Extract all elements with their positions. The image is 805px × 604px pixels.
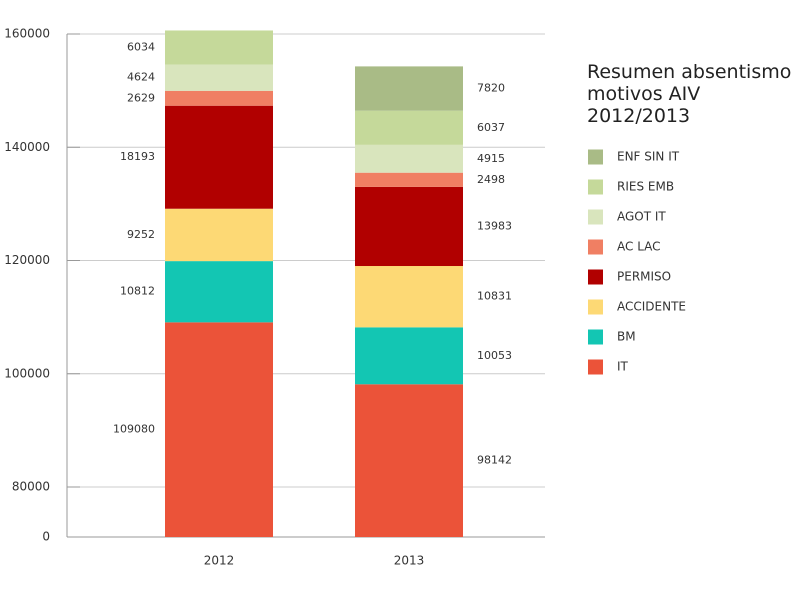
data-label: 10812 [120, 285, 155, 298]
bar-segment [165, 64, 273, 91]
chart-title: Resumen absentismo motivos AIV 2012/2013 [587, 61, 791, 127]
bar-segment [165, 30, 273, 65]
bar-segment [165, 105, 273, 209]
data-label: 98142 [477, 454, 512, 467]
legend-label: AGOT IT [617, 210, 666, 224]
bar-segment [355, 384, 463, 537]
bar-segment [165, 261, 273, 323]
x-tick-label: 2012 [204, 554, 235, 568]
legend-swatch [588, 359, 603, 375]
bar-segment [355, 66, 463, 111]
data-label: 4624 [127, 71, 155, 84]
bar-segment [355, 144, 463, 173]
legend-swatch [588, 149, 603, 165]
data-label: 4915 [477, 152, 505, 165]
bar-segment [355, 327, 463, 385]
data-label: 18193 [120, 150, 155, 163]
y-tick-label: 80000 [12, 480, 50, 494]
legend-swatch [588, 209, 603, 225]
data-label: 6034 [127, 41, 155, 54]
y-tick-label: 120000 [4, 253, 50, 267]
y-tick-label: 100000 [4, 366, 50, 380]
legend-swatch [588, 179, 603, 195]
bar-segment [355, 172, 463, 187]
legend-swatch [588, 239, 603, 255]
legend-label: AC LAC [617, 240, 661, 254]
bar-segment [355, 266, 463, 328]
data-label: 13983 [477, 219, 512, 232]
data-label: 9252 [127, 228, 155, 241]
legend-label: ACCIDENTE [617, 300, 686, 314]
bar-segment [165, 322, 273, 537]
legend-label: IT [617, 360, 629, 374]
data-label: 10053 [477, 349, 512, 362]
bar-segment [355, 186, 463, 267]
bar-segment [165, 208, 273, 262]
data-label: 2498 [477, 173, 505, 186]
legend-swatch [588, 269, 603, 285]
bar-segment [165, 90, 273, 106]
y-tick-label: 160000 [4, 27, 50, 41]
legend-label: ENF SIN IT [617, 150, 680, 164]
legend-label: BM [617, 330, 636, 344]
data-label: 2629 [127, 91, 155, 104]
y-tick-label: 140000 [4, 140, 50, 154]
data-label: 6037 [477, 121, 505, 134]
legend-swatch [588, 299, 603, 315]
data-label: 7820 [477, 82, 505, 95]
bar-segment [355, 110, 463, 145]
y-tick-label: 0 [42, 530, 50, 544]
legend-label: PERMISO [617, 270, 671, 284]
x-tick-label: 2013 [394, 554, 425, 568]
legend-label: RIES EMB [617, 180, 674, 194]
legend-swatch [588, 329, 603, 345]
data-label: 10831 [477, 290, 512, 303]
data-label: 109080 [113, 423, 155, 436]
